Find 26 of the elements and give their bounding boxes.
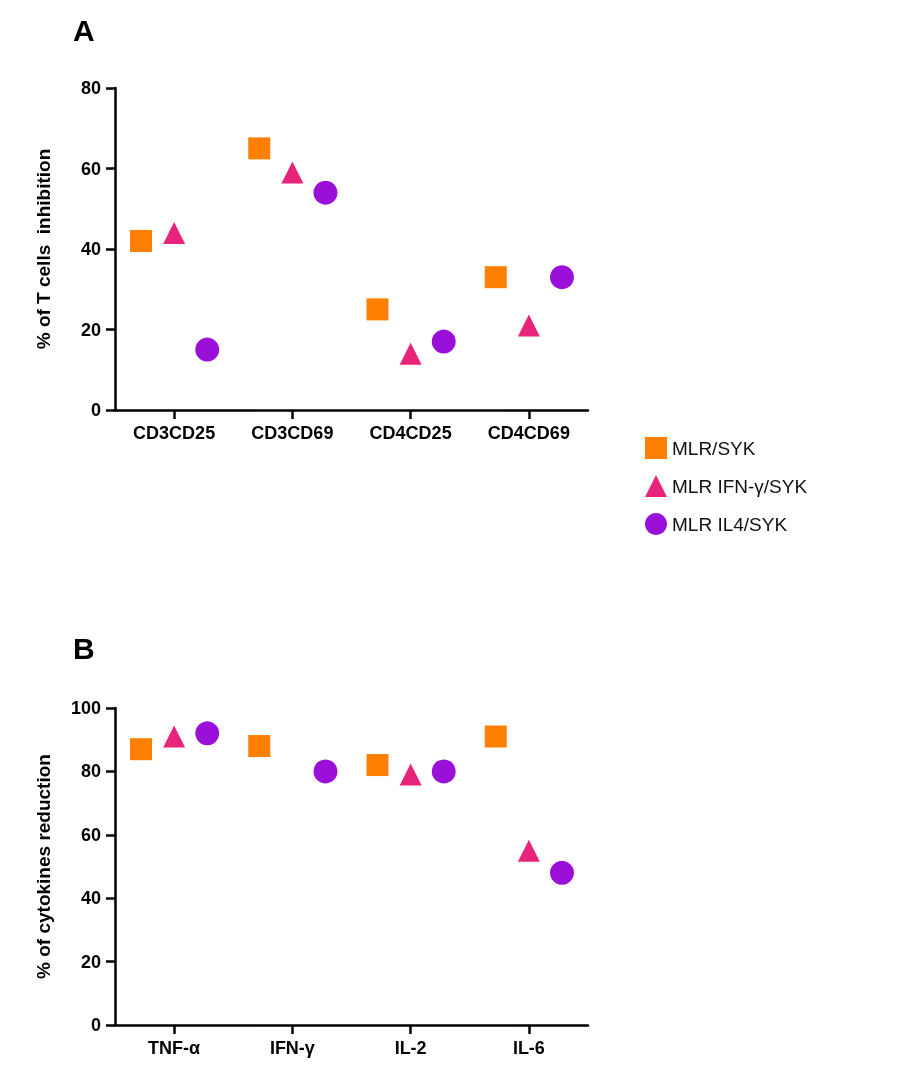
y-tick-label: 40 [80, 888, 101, 909]
legend-label: MLR IFN-γ/SYK [672, 475, 808, 497]
y-tick-label: 80 [80, 761, 101, 782]
y-tick-label: 20 [80, 319, 101, 340]
x-tick-label: CD4CD69 [487, 423, 570, 443]
y-tick-label: 0 [90, 1015, 101, 1035]
chart-title: A [73, 13, 95, 47]
x-tick-label: IFN-γ [269, 1038, 315, 1058]
legend-label: MLR IL4/SYK [672, 513, 788, 535]
y-tick-label: 60 [80, 158, 101, 179]
y-tick-label: 80 [80, 78, 101, 98]
x-tick-label: IL-6 [512, 1038, 545, 1058]
y-tick-label: 60 [80, 824, 101, 845]
y-axis-title: % of T cells inhibition [33, 148, 54, 350]
y-tick-label: 100 [70, 698, 101, 718]
x-tick-label: CD3CD25 [133, 423, 216, 443]
legend-label: MLR/SYK [672, 437, 756, 459]
y-tick-label: 20 [80, 951, 101, 972]
y-axis-title: % of cytokines reduction [33, 754, 54, 979]
y-tick-label: 40 [80, 239, 101, 259]
x-tick-label: IL-2 [394, 1038, 427, 1058]
x-tick-label: CD4CD25 [369, 423, 452, 443]
x-tick-label: TNF-α [148, 1038, 201, 1058]
y-tick-label: 0 [90, 400, 101, 420]
chart-title: B [73, 631, 95, 665]
x-tick-label: CD3CD69 [251, 423, 334, 443]
